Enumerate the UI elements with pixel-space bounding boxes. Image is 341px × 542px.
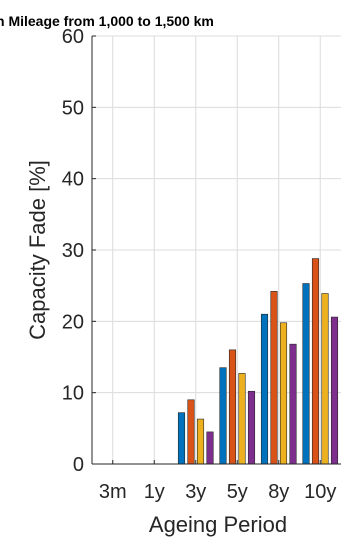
y-tick-label-5: 50 [62,97,84,119]
bar-3y-2 [196,418,205,465]
bar-8y-3 [289,343,297,465]
x-tick-label-5: 10y [304,481,336,503]
x-tick-labels: 3m 1y 3y 5y 8y 10y [99,481,337,503]
bar-10y-2 [321,293,329,465]
bar-5y-2 [238,373,246,465]
bar-8y-0 [260,313,269,465]
x-axis-label: Ageing Period [149,512,287,537]
x-tick-label-3: 5y [227,481,248,503]
bar-10y-1 [311,258,320,465]
y-tick-label-2: 20 [62,311,84,333]
bar-10y-3 [330,316,339,465]
y-tick-label-4: 40 [62,169,84,191]
bar-10y-0 [302,283,310,465]
bar-5y-0 [219,367,227,465]
y-tick-label-0: 0 [73,454,84,476]
y-tick-labels: 0 10 20 30 40 50 60 [62,26,84,476]
y-axis-label: Capacity Fade [%] [25,160,50,340]
y-tick-label-6: 60 [62,26,84,48]
x-tick-label-2: 3y [185,481,206,503]
x-tick-label-1: 1y [144,481,165,503]
bar-5y-1 [228,349,237,465]
bar-8y-2 [279,322,288,465]
x-tick-label-4: 8y [268,481,289,503]
bar-3y-3 [206,431,214,465]
bar-5y-3 [247,390,256,465]
bars [177,258,339,465]
y-tick-label-3: 30 [62,240,84,262]
bar-3y-0 [177,412,186,465]
grid [92,35,341,465]
y-tick-label-1: 10 [62,383,84,405]
bar-3y-1 [187,399,195,465]
axes [91,35,341,465]
chart-title: h Mileage from 1,000 to 1,500 km [0,13,214,29]
x-tick-label-0: 3m [99,481,127,503]
bar-8y-1 [270,291,278,465]
